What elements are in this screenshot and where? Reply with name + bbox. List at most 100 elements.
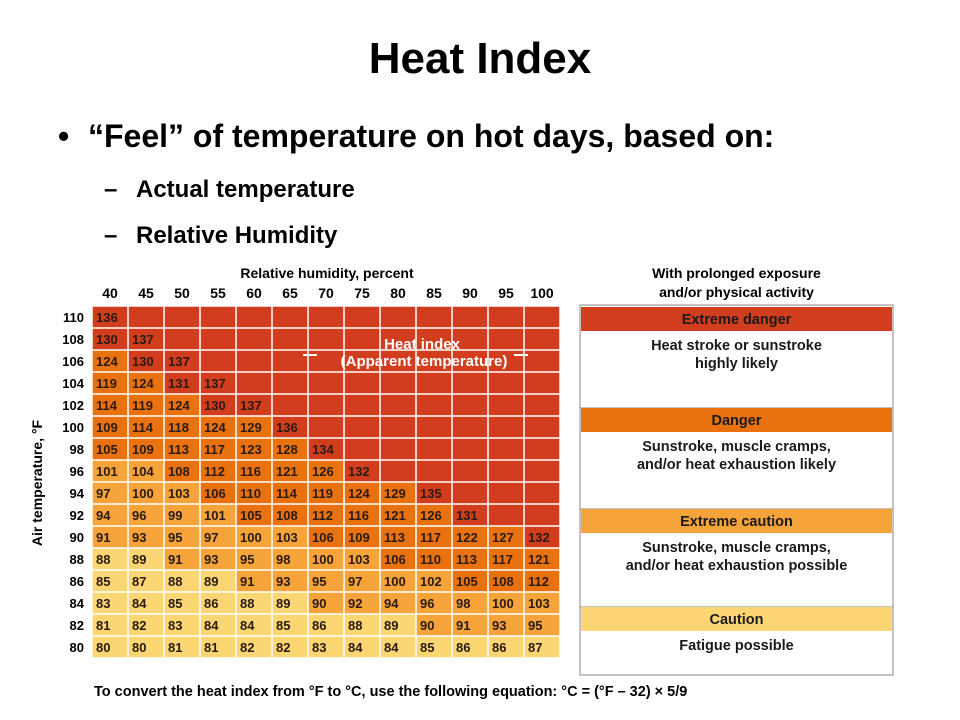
heat-value: 98 [276,552,290,567]
heat-value: 131 [168,376,190,391]
heat-value: 88 [348,618,362,633]
heat-cell [344,504,380,526]
heat-cell [200,548,236,570]
heat-cell [452,504,488,526]
heat-value: 83 [168,618,182,633]
legend-band [581,509,892,533]
heat-value: 112 [528,574,549,589]
heat-value: 119 [96,376,117,391]
heat-cell [236,570,272,592]
heat-cell [92,394,128,416]
x-tick-label: 75 [354,285,370,301]
heat-value: 93 [132,530,146,545]
y-tick-label: 94 [70,486,85,501]
heat-cell [344,460,380,482]
heat-value: 98 [456,596,470,611]
heat-cell [236,416,272,438]
heat-cell [164,548,200,570]
heat-cell [344,636,380,658]
heat-cell [308,614,344,636]
heat-cell [200,416,236,438]
heat-value: 116 [240,464,261,479]
x-axis-title: Relative humidity, percent [240,265,414,281]
heat-cell [164,592,200,614]
heat-value: 94 [96,508,111,523]
heat-value: 118 [168,420,189,435]
x-tick-label: 90 [462,285,478,301]
heat-value: 87 [528,640,542,655]
heat-cell [272,548,308,570]
x-tick-label: 95 [498,285,514,301]
heat-cell [488,570,524,592]
bullet-text: “Feel” of temperature on hot days, based… [88,118,775,154]
heat-value: 122 [456,530,478,545]
heat-value: 100 [312,552,334,567]
heat-value: 131 [456,508,478,523]
heat-cell [416,636,452,658]
heat-cell [92,350,128,372]
heat-cell [272,504,308,526]
heat-cell [452,614,488,636]
heat-value: 97 [204,530,218,545]
heat-cell [416,548,452,570]
heat-value: 116 [348,508,369,523]
heat-cell [164,504,200,526]
heat-cell [308,526,344,548]
bullet-marker: • [58,118,70,154]
bullet-line: • “Feel” of temperature on hot days, base… [58,118,774,155]
heat-cell [488,526,524,548]
heat-value: 89 [132,552,146,567]
heat-value: 124 [96,354,118,369]
heat-cell [200,636,236,658]
legend-heading: and/or physical activity [659,284,814,300]
heat-value: 88 [96,552,110,567]
heat-cell [344,592,380,614]
heat-value: 112 [312,508,333,523]
heat-cell [92,438,128,460]
heat-value: 83 [96,596,110,611]
heat-cell [308,592,344,614]
heat-cell [92,614,128,636]
heat-cell [416,504,452,526]
risk-legend: With prolonged exposure and/or physical a… [579,265,894,676]
heat-value: 84 [204,618,219,633]
heat-value: 101 [96,464,118,479]
heat-value: 130 [96,332,118,347]
heat-value: 110 [420,552,441,567]
heat-cell [524,614,560,636]
heat-value: 88 [240,596,254,611]
heat-cell [92,372,128,394]
heat-value: 86 [492,640,506,655]
y-tick-label: 108 [62,332,84,347]
heat-cell [380,570,416,592]
heat-value: 137 [240,398,262,413]
heat-cell [164,570,200,592]
y-tick-label: 102 [62,398,84,413]
heat-value: 114 [276,486,298,501]
heat-value: 93 [204,552,218,567]
heat-index-label-line-left [303,354,317,356]
x-tick-label: 50 [174,285,190,301]
y-tick-label: 90 [70,530,84,545]
heat-value: 85 [276,618,290,633]
legend-band [581,607,892,631]
heat-value: 86 [204,596,218,611]
heat-value: 112 [204,464,225,479]
heat-value: 91 [456,618,470,633]
heat-value: 124 [132,376,154,391]
heat-value: 109 [132,442,154,457]
y-tick-label: 98 [70,442,84,457]
heat-value: 97 [96,486,110,501]
heat-value: 91 [168,552,182,567]
heat-cell [344,482,380,504]
heat-cell [92,548,128,570]
heat-cell [128,394,164,416]
y-tick-label: 106 [62,354,84,369]
heat-cell [128,548,164,570]
heat-value: 106 [312,530,334,545]
heat-cell [92,526,128,548]
legend-category-name: Caution [710,612,764,628]
table-cells: 136 130 137 124 130 137 119 124 131 137 114 119 124 1… [92,306,560,658]
heat-cell [524,636,560,658]
heat-value: 121 [276,464,298,479]
